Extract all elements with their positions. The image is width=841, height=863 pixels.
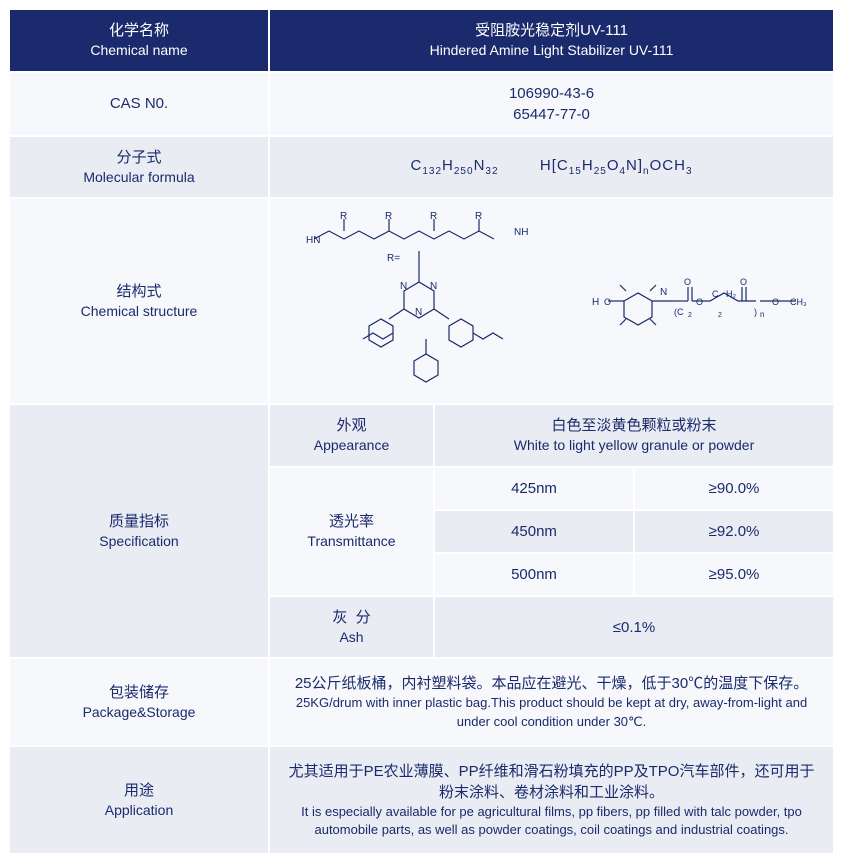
f1d: 250 [454, 166, 474, 177]
svg-text:O: O [604, 297, 611, 307]
app-value: 尤其适用于PE农业薄膜、PP纤维和滑石粉填充的PP及TPO汽车部件，还可用于粉末… [269, 746, 834, 854]
cas-value: 106990-43-665447-77-0 [269, 72, 834, 136]
svg-text:): ) [754, 307, 757, 317]
svg-text:R: R [340, 211, 347, 222]
svg-text:2: 2 [718, 312, 722, 319]
svg-text:R: R [475, 211, 482, 222]
svg-text:2: 2 [688, 312, 692, 319]
cas-2: 65447-77-0 [276, 104, 827, 125]
trans-v-1: ≥92.0% [634, 510, 834, 553]
cas-1: 106990-43-6 [276, 83, 827, 104]
appl-cn: 用途 [16, 780, 262, 801]
svg-text:H: H [592, 297, 599, 308]
svg-text:O: O [696, 297, 703, 307]
appl-en: Application [16, 801, 262, 821]
pkg-v-cn: 25公斤纸板桶，内衬塑料袋。本品应在避光、干燥，低于30℃的温度下保存。 [288, 673, 815, 694]
hdr-left: 化学名称Chemical name [9, 9, 269, 72]
svg-text:N: N [400, 281, 407, 292]
structure-svg: HNRRRR NH R= NNN HO N (C2 OO CH₂ O )n OC… [274, 211, 834, 391]
svg-text:O: O [772, 297, 779, 307]
app-label: 用途Application [9, 746, 269, 854]
f2b: 15 [569, 166, 582, 177]
trans-en: Transmittance [276, 532, 427, 552]
f2c: H [582, 157, 594, 174]
f2i: OCH [650, 157, 686, 174]
app-l-en: Appearance [276, 436, 427, 456]
ash-en: Ash [276, 628, 427, 648]
svg-text:R: R [385, 211, 392, 222]
svg-text:NH: NH [514, 227, 528, 238]
appearance-value: 白色至淡黄色颗粒或粉末White to light yellow granule… [434, 404, 834, 467]
app-v-cn: 白色至淡黄色颗粒或粉末 [441, 415, 827, 436]
trans-nm-1: 450nm [434, 510, 634, 553]
ash-label: 灰 分Ash [269, 596, 434, 659]
datasheet-table: 化学名称Chemical name 受阻胺光稳定剂UV-111Hindered … [8, 8, 835, 855]
f2g: N] [626, 157, 643, 174]
pkg-en: Package&Storage [16, 703, 262, 723]
f1c: H [442, 157, 454, 174]
gap [499, 157, 540, 174]
app-l-cn: 外观 [276, 415, 427, 436]
svg-text:HN: HN [306, 235, 320, 246]
hdr-right-cn: 受阻胺光稳定剂UV-111 [276, 20, 827, 41]
f1b: 132 [422, 166, 442, 177]
pkg-cn: 包装储存 [16, 682, 262, 703]
trans-cn: 透光率 [276, 511, 427, 532]
cas-label: CAS N0. [9, 72, 269, 136]
svg-text:R=: R= [387, 253, 400, 264]
svg-text:CH₃: CH₃ [790, 297, 807, 307]
svg-text:H₂: H₂ [726, 289, 736, 299]
svg-text:R: R [430, 211, 437, 222]
appl-v-en: It is especially available for pe agricu… [288, 803, 815, 839]
f2d: 25 [594, 166, 607, 177]
appearance-label: 外观Appearance [269, 404, 434, 467]
hdr-left-en: Chemical name [16, 41, 262, 61]
trans-v-2: ≥95.0% [634, 553, 834, 596]
f2a: H[C [540, 157, 569, 174]
hdr-right: 受阻胺光稳定剂UV-111Hindered Amine Light Stabil… [269, 9, 834, 72]
svg-text:O: O [684, 277, 691, 287]
hdr-right-en: Hindered Amine Light Stabilizer UV-111 [276, 41, 827, 61]
svg-text:C: C [712, 289, 719, 299]
struct-cn: 结构式 [16, 281, 262, 302]
pkg-label: 包装储存Package&Storage [9, 658, 269, 745]
struct-svg-cell: HNRRRR NH R= NNN HO N (C2 OO CH₂ O )n OC… [269, 198, 834, 404]
mol-en: Molecular formula [16, 168, 262, 188]
trans-v-0: ≥90.0% [634, 467, 834, 510]
f2e: O [607, 157, 620, 174]
pkg-value: 25公斤纸板桶，内衬塑料袋。本品应在避光、干燥，低于30℃的温度下保存。25KG… [269, 658, 834, 745]
spec-cn: 质量指标 [16, 511, 262, 532]
trans-nm-0: 425nm [434, 467, 634, 510]
f1f: 32 [485, 166, 498, 177]
app-v-en: White to light yellow granule or powder [441, 436, 827, 456]
struct-label: 结构式Chemical structure [9, 198, 269, 404]
f1e: N [474, 157, 486, 174]
mol-label: 分子式Molecular formula [9, 136, 269, 199]
trans-label: 透光率Transmittance [269, 467, 434, 596]
ash-value: ≤0.1% [434, 596, 834, 659]
hdr-left-cn: 化学名称 [16, 20, 262, 41]
mol-value: C132H250N32 H[C15H25O4N]nOCH3 [269, 136, 834, 199]
svg-text:n: n [760, 310, 764, 319]
mol-cn: 分子式 [16, 147, 262, 168]
svg-text:O: O [740, 277, 747, 287]
spec-label: 质量指标Specification [9, 404, 269, 658]
svg-text:(C: (C [674, 307, 684, 317]
svg-text:N: N [660, 287, 667, 298]
svg-text:N: N [415, 307, 422, 318]
svg-text:N: N [430, 281, 437, 292]
f2j: 3 [686, 166, 693, 177]
pkg-v-en: 25KG/drum with inner plastic bag.This pr… [288, 694, 815, 730]
struct-en: Chemical structure [16, 302, 262, 322]
f1a: C [411, 157, 423, 174]
trans-nm-2: 500nm [434, 553, 634, 596]
spec-en: Specification [16, 532, 262, 552]
appl-v-cn: 尤其适用于PE农业薄膜、PP纤维和滑石粉填充的PP及TPO汽车部件，还可用于粉末… [288, 761, 815, 803]
ash-cn: 灰 分 [276, 607, 427, 628]
